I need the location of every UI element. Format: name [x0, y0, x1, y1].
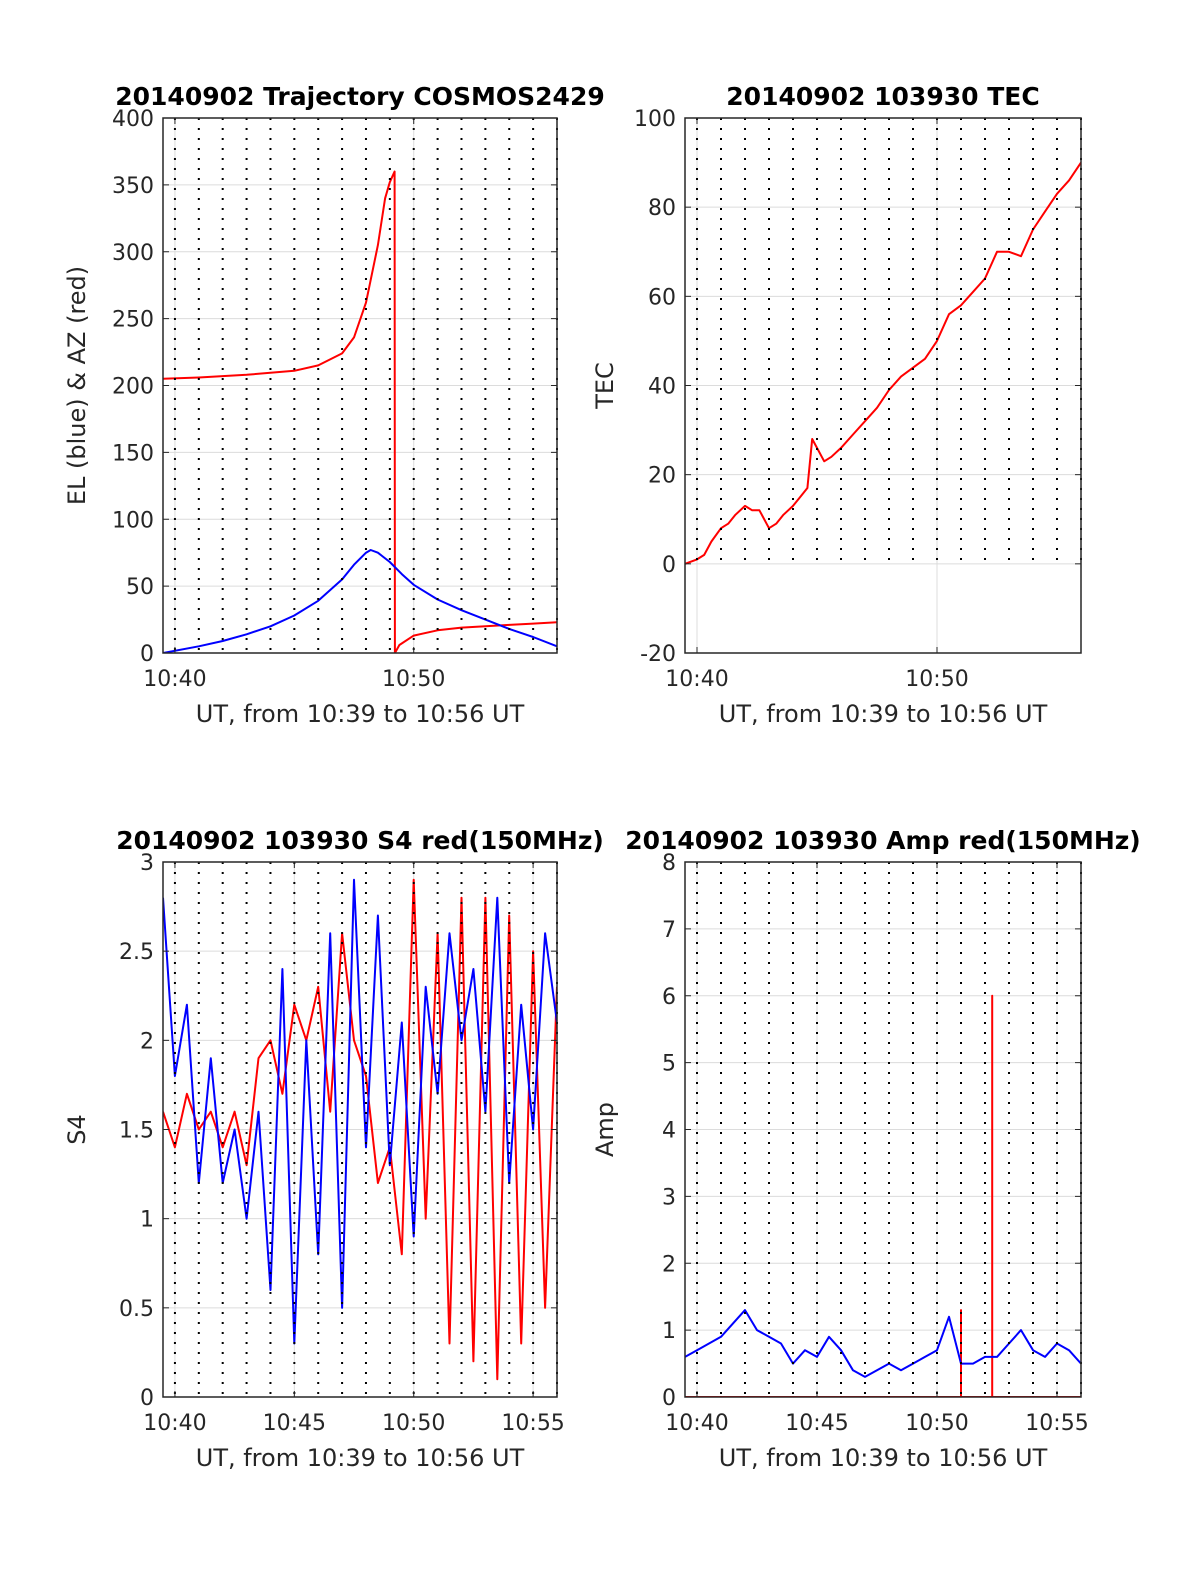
series-line-1	[163, 549, 557, 653]
x-tick-label: 10:50	[905, 667, 968, 692]
y-tick-label: 4	[662, 1119, 676, 1144]
panel-title: 20140902 103930 TEC	[726, 82, 1039, 111]
y-tick-label: 2	[140, 1029, 154, 1054]
s4-panel: 0 0.5 1 1.5 2 2.5 3 10:40 10:45 10:50 10:55 UT, fro…	[63, 826, 604, 1472]
y-tick-label: 0	[140, 1386, 154, 1411]
y-tick-label: 2.5	[119, 940, 154, 965]
y-tick-label: 0	[662, 1386, 676, 1411]
x-tick-label: 10:50	[382, 1411, 445, 1436]
y-tick-label: -20	[640, 642, 676, 667]
y-tick-label: 2	[662, 1252, 676, 1277]
trajectory-panel: 0 50 100 150 200 250 300 350 400 10:40 10:50 UT, fr…	[63, 82, 605, 728]
y-tick-label: 100	[634, 107, 676, 132]
series-line-0	[163, 170, 557, 653]
y-tick-label: 3	[662, 1185, 676, 1210]
y-tick-label: 5	[662, 1052, 676, 1077]
y-tick-label: 0	[662, 553, 676, 578]
y-tick-label: 0	[140, 642, 154, 667]
x-tick-label: 10:40	[143, 667, 206, 692]
x-axis-label: UT, from 10:39 to 10:56 UT	[196, 1444, 525, 1472]
x-tick-label: 10:45	[785, 1411, 848, 1436]
x-tick-label: 10:50	[382, 667, 445, 692]
panel-title: 20140902 Trajectory COSMOS2429	[115, 82, 605, 111]
y-tick-label: 8	[662, 851, 676, 876]
y-tick-label: 60	[648, 285, 676, 310]
y-tick-label: 0.5	[119, 1297, 154, 1322]
amp-panel: 0 1 2 3 4 5 6 7 8 10:40 10:45 10:50 10:55 UT, from 10…	[591, 826, 1141, 1472]
y-tick-label: 1	[662, 1319, 676, 1344]
y-tick-label: 400	[112, 107, 154, 132]
x-tick-label: 10:50	[905, 1411, 968, 1436]
series-line-1	[163, 878, 557, 1345]
y-tick-label: 100	[112, 508, 154, 533]
series-line-1	[685, 1309, 1081, 1378]
y-tick-label: 3	[140, 851, 154, 876]
y-tick-label: 150	[112, 441, 154, 466]
y-tick-label: 6	[662, 985, 676, 1010]
y-tick-label: 80	[648, 196, 676, 221]
y-axis-label: Amp	[591, 1102, 619, 1157]
x-axis-label: UT, from 10:39 to 10:56 UT	[196, 700, 525, 728]
x-axis-label: UT, from 10:39 to 10:56 UT	[719, 700, 1048, 728]
x-tick-label: 10:55	[1025, 1411, 1088, 1436]
x-tick-label: 10:45	[263, 1411, 326, 1436]
tec-panel: -20 0 20 40 60 80 100 10:40 10:50 UT, from 10:39 …	[591, 82, 1082, 728]
series-line-0	[685, 162, 1081, 565]
y-tick-label: 300	[112, 241, 154, 266]
x-tick-label: 10:55	[501, 1411, 564, 1436]
y-axis-label: S4	[63, 1114, 91, 1145]
x-tick-label: 10:40	[665, 1411, 728, 1436]
y-tick-label: 40	[648, 375, 676, 400]
y-tick-label: 50	[126, 575, 154, 600]
panel-title: 20140902 103930 Amp red(150MHz)	[625, 826, 1141, 855]
y-tick-label: 1.5	[119, 1119, 154, 1144]
y-tick-label: 250	[112, 308, 154, 333]
panel-title: 20140902 103930 S4 red(150MHz)	[116, 826, 604, 855]
y-tick-label: 350	[112, 174, 154, 199]
x-tick-label: 10:40	[143, 1411, 206, 1436]
y-tick-label: 1	[140, 1208, 154, 1233]
y-tick-label: 20	[648, 464, 676, 489]
x-tick-label: 10:40	[665, 667, 728, 692]
series-line-0	[163, 878, 557, 1381]
x-axis-label: UT, from 10:39 to 10:56 UT	[719, 1444, 1048, 1472]
y-tick-label: 200	[112, 375, 154, 400]
y-tick-label: 7	[662, 918, 676, 943]
y-axis-label: TEC	[591, 362, 619, 410]
y-axis-label: EL (blue) & AZ (red)	[63, 266, 91, 505]
